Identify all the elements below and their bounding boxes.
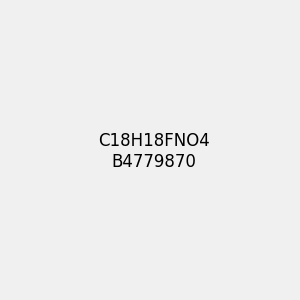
Text: C18H18FNO4
B4779870: C18H18FNO4 B4779870 [98, 132, 210, 171]
